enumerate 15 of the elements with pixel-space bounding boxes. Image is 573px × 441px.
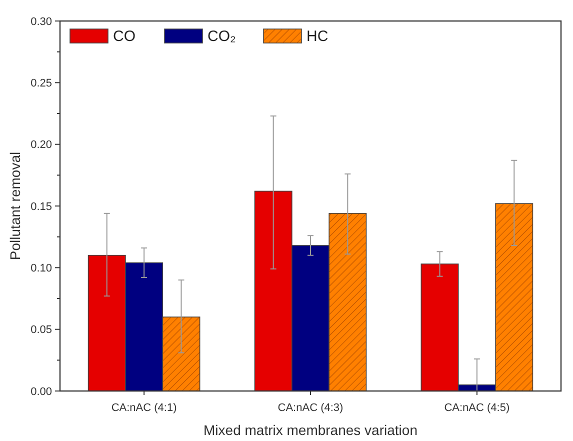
y-tick-label: 0.20: [30, 139, 52, 152]
y-tick-label: 0.00: [30, 386, 52, 398]
y-tick-label: 0.30: [30, 16, 52, 28]
y-tick-label: 0.25: [30, 78, 52, 90]
x-tick-label: CA:nAC (4:1): [111, 402, 177, 414]
legend-label: CO: [113, 28, 136, 45]
y-tick-label: 0.10: [30, 262, 52, 275]
legend-label: CO₂: [208, 28, 236, 45]
y-tick-label: 0.05: [30, 324, 52, 336]
x-axis-title: Mixed matrix membranes variation: [204, 422, 418, 438]
x-tick-label: CA:nAC (4:3): [278, 402, 344, 414]
x-tick-label: CA:nAC (4:5): [444, 402, 510, 414]
legend-label: HC: [306, 28, 328, 45]
y-axis-title: Pollutant removal: [7, 152, 23, 260]
y-tick-label: 0.15: [30, 200, 52, 213]
